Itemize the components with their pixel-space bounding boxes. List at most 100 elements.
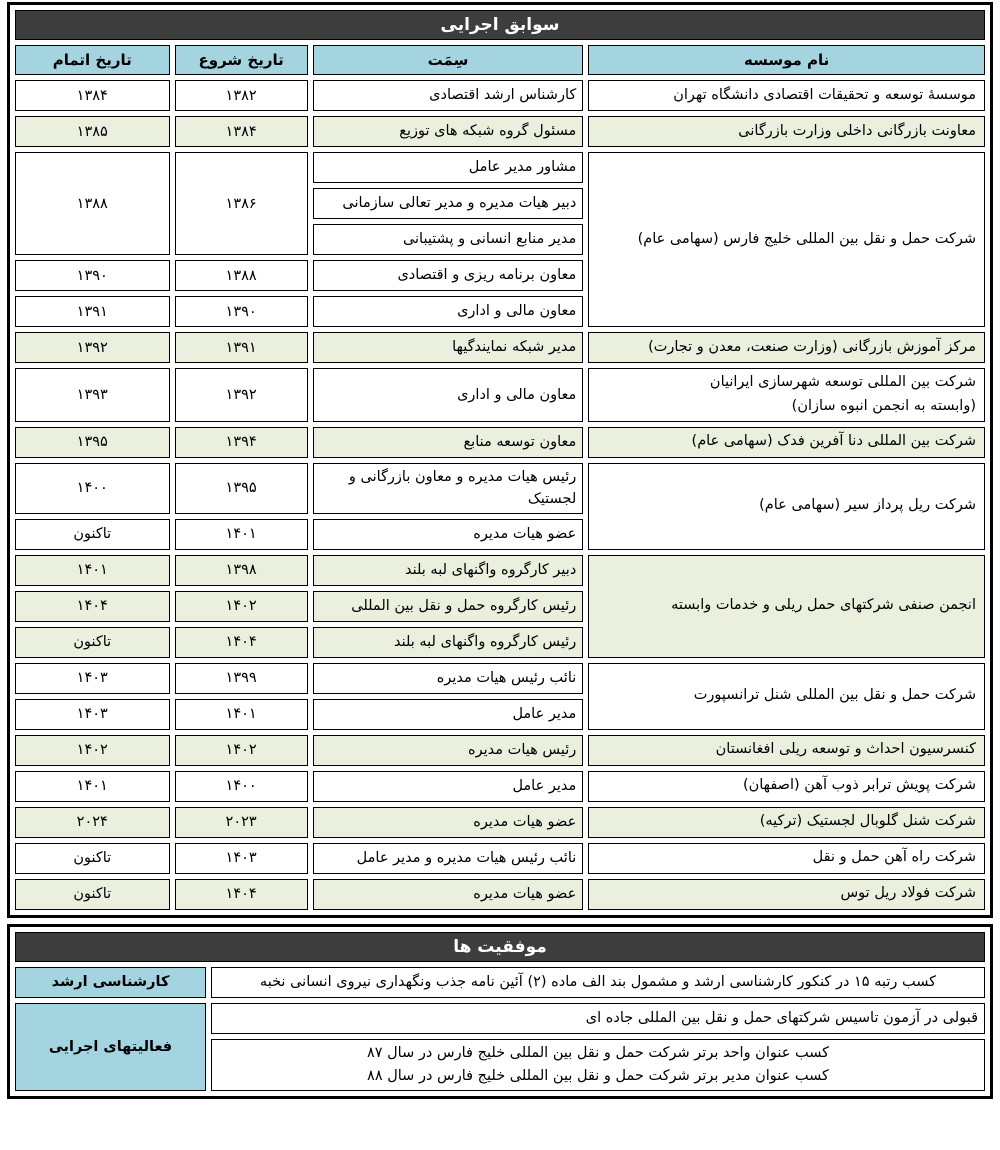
end-date-cell: ۱۴۰۴ <box>15 590 170 622</box>
records-header-row: نام موسسه سِمَت تاریخ شروع تاریخ اتمام <box>15 45 985 75</box>
institution-cell: شرکت پویش ترابر ذوب آهن (اصفهان) <box>588 770 985 802</box>
column-header-end-date: تاریخ اتمام <box>15 45 170 75</box>
end-date-cell: ۱۳۹۰ <box>15 260 170 291</box>
position-cell: مسئول گروه شبکه های توزیع <box>312 116 584 147</box>
position-cell: مدیر منابع انسانی و پشتیبانی <box>312 224 584 255</box>
record-row: انجمن صنفی شرکتهای حمل ریلی و خدمات وابس… <box>15 554 985 658</box>
achievement-line: کسب عنوان مدیر برتر شرکت حمل و نقل بین ا… <box>367 1067 829 1084</box>
start-date-cell: ۱۴۰۴ <box>174 626 308 658</box>
start-date-cell: ۲۰۲۳ <box>174 806 308 838</box>
institution-cell: شرکت حمل و نقل بین المللی شنل ترانسپورت <box>588 662 985 730</box>
record-row: کنسرسیون احداث و توسعه ریلی افغانستان رئی… <box>15 734 985 766</box>
end-date-cell: ۱۳۹۳ <box>15 368 170 422</box>
position-cell: رئیس هیات مدیره و معاون بازرگانی و لجستی… <box>312 462 584 514</box>
achievement-text: کسب عنوان واحد برتر شرکت حمل و نقل بین ا… <box>211 1038 985 1092</box>
record-row: معاون برنامه ریزی و اقتصادی ۱۳۸۸ ۱۳۹۰ <box>15 260 985 291</box>
start-date-cell: ۱۴۰۲ <box>174 590 308 622</box>
achievements-title-row: موفقیت ها <box>15 931 985 962</box>
end-date-cell: ۱۳۸۵ <box>15 116 170 147</box>
achievement-category-label: فعالیتهای اجرایی <box>15 1002 207 1092</box>
end-date-cell: ۱۳۹۱ <box>15 296 170 327</box>
position-cell: کارشناس ارشد اقتصادی <box>312 80 584 111</box>
position-cell: رئیس هیات مدیره <box>312 734 584 766</box>
institution-cell: شرکت حمل و نقل بین المللی خلیج فارس (سها… <box>588 152 985 327</box>
institution-cell: شرکت ریل پرداز سیر (سهامی عام) <box>588 462 985 550</box>
record-row: شرکت بین المللی توسعه شهرسازی ایرانیان (… <box>15 368 985 422</box>
end-date-cell: تاکنون <box>15 842 170 874</box>
start-date-cell: ۱۳۹۲ <box>174 368 308 422</box>
end-date-cell: ۱۳۸۴ <box>15 80 170 111</box>
record-row: رئیس کارگروه واگنهای لبه بلند ۱۴۰۴ تاکنون <box>15 626 985 658</box>
record-row: مدیر عامل ۱۴۰۱ ۱۴۰۳ <box>15 698 985 730</box>
position-cell: مدیر عامل <box>312 770 584 802</box>
record-row: شرکت ریل پرداز سیر (سهامی عام) رئیس هیات … <box>15 462 985 550</box>
start-date-cell: ۱۴۰۱ <box>174 698 308 730</box>
position-cell: دبیر کارگروه واگنهای لبه بلند <box>312 554 584 586</box>
start-date-cell: ۱۴۰۰ <box>174 770 308 802</box>
end-date-cell: ۱۴۰۲ <box>15 734 170 766</box>
position-cell: معاون توسعه منابع <box>312 426 584 458</box>
achievement-row: قبولی در آزمون تاسیس شرکتهای حمل و نقل ب… <box>15 1002 985 1092</box>
records-title-row: سوابق اجرایی <box>15 10 985 40</box>
institution-cell: موسسهٔ توسعه و تحقیقات اقتصادی دانشگاه ت… <box>588 80 985 111</box>
start-date-cell: ۱۳۹۹ <box>174 662 308 694</box>
record-row: شرکت حمل و نقل بین المللی خلیج فارس (سها… <box>15 152 985 327</box>
column-header-start-date: تاریخ شروع <box>174 45 308 75</box>
institution-cell: مرکز آموزش بازرگانی (وزارت صنعت، معدن و … <box>588 332 985 363</box>
position-cell: مدیر شبکه نمایندگیها <box>312 332 584 363</box>
end-date-cell: ۱۳۹۵ <box>15 426 170 458</box>
start-date-cell: ۱۳۸۴ <box>174 116 308 147</box>
achievements-section-title: موفقیت ها <box>15 931 985 962</box>
records-section-title: سوابق اجرایی <box>15 10 985 40</box>
position-cell: معاون برنامه ریزی و اقتصادی <box>312 260 584 291</box>
institution-cell: شرکت بین المللی توسعه شهرسازی ایرانیان (… <box>588 368 985 422</box>
start-date-cell: ۱۳۸۸ <box>174 260 308 291</box>
achievement-text: قبولی در آزمون تاسیس شرکتهای حمل و نقل ب… <box>211 1002 985 1034</box>
institution-cell: کنسرسیون احداث و توسعه ریلی افغانستان <box>588 734 985 766</box>
end-date-cell: تاکنون <box>15 878 170 910</box>
position-cell: مدیر عامل <box>312 698 584 730</box>
position-cell: عضو هیات مدیره <box>312 878 584 910</box>
record-row: شرکت فولاد ریل توس عضو هیات مدیره ۱۴۰۴ تاکن… <box>15 878 985 910</box>
position-cell: مشاور مدیر عامل <box>312 152 584 183</box>
position-cell: عضو هیات مدیره <box>312 806 584 838</box>
record-row: شرکت راه آهن حمل و نقل نائب رئیس هیات مدی… <box>15 842 985 874</box>
start-date-cell: ۱۳۸۶ <box>174 152 308 255</box>
end-date-cell: ۲۰۲۴ <box>15 806 170 838</box>
institution-cell: شرکت بین المللی دنا آفرین فدک (سهامی عام… <box>588 426 985 458</box>
start-date-cell: ۱۳۹۱ <box>174 332 308 363</box>
record-row: شرکت پویش ترابر ذوب آهن (اصفهان) مدیر عام… <box>15 770 985 802</box>
achievement-line: قبولی در آزمون تاسیس شرکتهای حمل و نقل ب… <box>585 1009 978 1026</box>
institution-cell: شرکت فولاد ریل توس <box>588 878 985 910</box>
achievement-row: کسب عنوان واحد برتر شرکت حمل و نقل بین ا… <box>15 1038 985 1092</box>
position-cell: معاون مالی و اداری <box>312 296 584 327</box>
end-date-cell: ۱۴۰۳ <box>15 662 170 694</box>
achievement-row: کسب رتبه ۱۵ در کنکور کارشناسی ارشد و مشم… <box>15 966 985 998</box>
end-date-cell: تاکنون <box>15 626 170 658</box>
institution-cell: شرکت راه آهن حمل و نقل <box>588 842 985 874</box>
start-date-cell: ۱۴۰۱ <box>174 518 308 550</box>
record-row: رئیس کارگروه حمل و نقل بین المللی ۱۴۰۲ ۱۴۰… <box>15 590 985 622</box>
record-row: موسسهٔ توسعه و تحقیقات اقتصادی دانشگاه ت… <box>15 80 985 111</box>
end-date-cell: ۱۳۸۸ <box>15 152 170 255</box>
position-cell: معاون مالی و اداری <box>312 368 584 422</box>
start-date-cell: ۱۴۰۲ <box>174 734 308 766</box>
start-date-cell: ۱۳۹۰ <box>174 296 308 327</box>
start-date-cell: ۱۳۹۸ <box>174 554 308 586</box>
achievement-category-label: کارشناسی ارشد <box>15 966 207 998</box>
institution-cell: انجمن صنفی شرکتهای حمل ریلی و خدمات وابس… <box>588 554 985 658</box>
position-cell: رئیس کارگروه واگنهای لبه بلند <box>312 626 584 658</box>
record-row: عضو هیات مدیره ۱۴۰۱ تاکنون <box>15 518 985 550</box>
record-row: معاونت بازرگانی داخلی وزارت بازرگانی مسئو… <box>15 116 985 147</box>
record-row: شرکت شنل گلوبال لجستیک (ترکیه) عضو هیات م… <box>15 806 985 838</box>
start-date-cell: ۱۳۸۲ <box>174 80 308 111</box>
record-row: مدیر منابع انسانی و پشتیبانی <box>15 224 985 255</box>
start-date-cell: ۱۳۹۴ <box>174 426 308 458</box>
position-cell: عضو هیات مدیره <box>312 518 584 550</box>
achievement-line: کسب رتبه ۱۵ در کنکور کارشناسی ارشد و مشم… <box>259 973 937 990</box>
end-date-cell: ۱۴۰۱ <box>15 554 170 586</box>
column-header-institution: نام موسسه <box>588 45 985 75</box>
institution-cell: معاونت بازرگانی داخلی وزارت بازرگانی <box>588 116 985 147</box>
record-row: دبیر هیات مدیره و مدیر تعالی سازمانی <box>15 188 985 219</box>
record-row: معاون مالی و اداری ۱۳۹۰ ۱۳۹۱ <box>15 296 985 327</box>
